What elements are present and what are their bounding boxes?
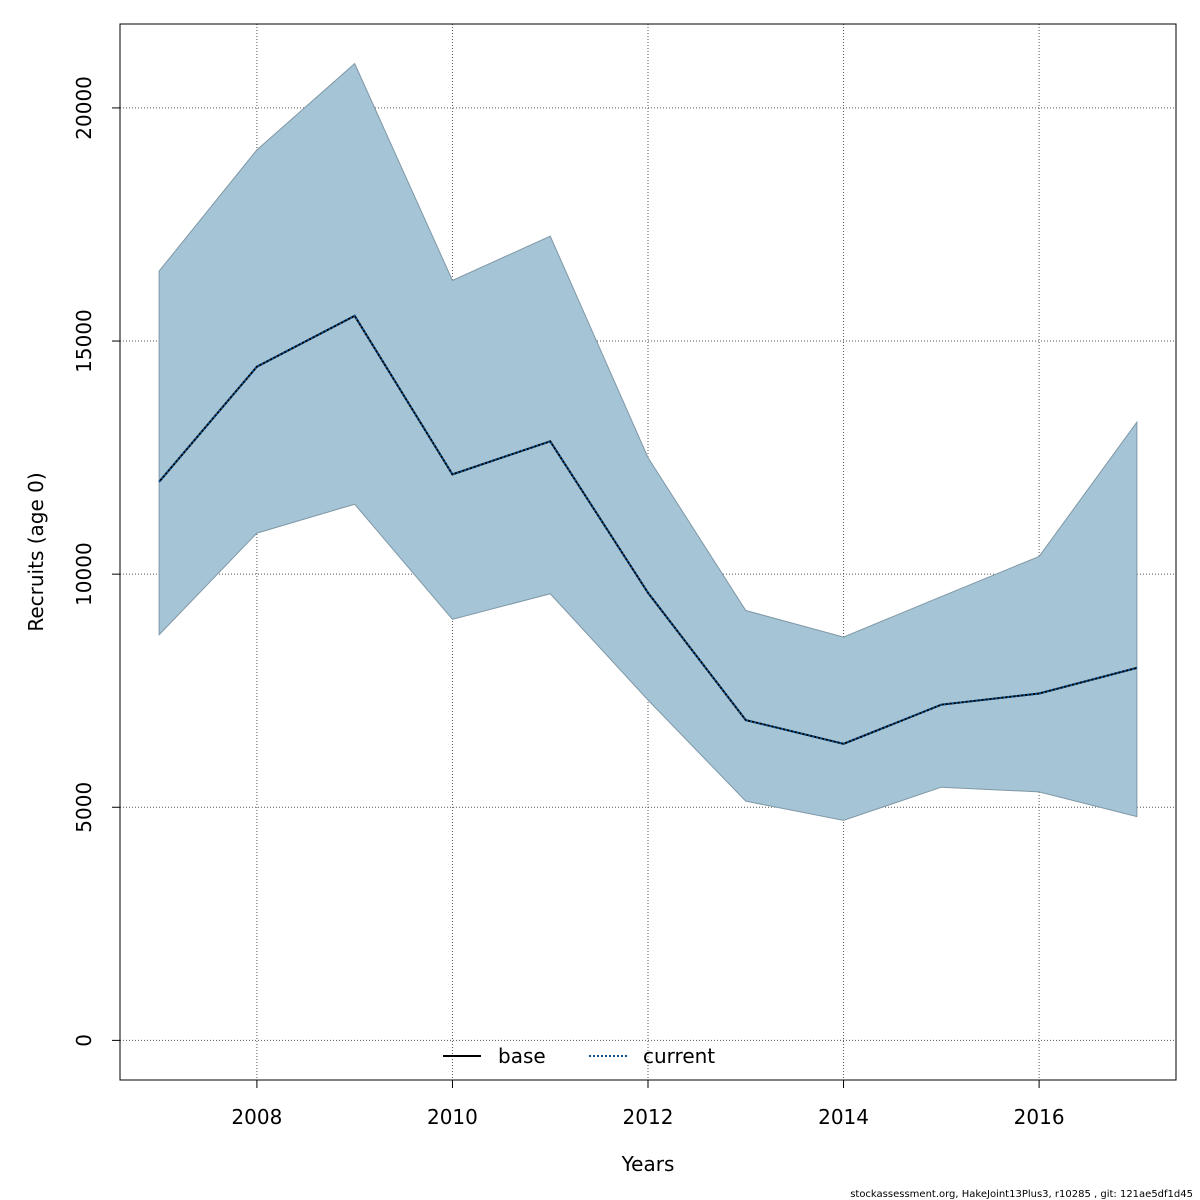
y-tick-label-5000: 5000	[72, 782, 96, 833]
legend-label-base: base	[498, 1044, 546, 1068]
x-tick-label-2010: 2010	[427, 1105, 478, 1129]
footnote: stockassessment.org, HakeJoint13Plus3, r…	[850, 1189, 1193, 1200]
x-tick-label-2016: 2016	[1014, 1105, 1065, 1129]
y-tick-label-0: 0	[72, 1034, 96, 1047]
x-tick-label-2014: 2014	[818, 1105, 869, 1129]
y-tick-label-10000: 10000	[72, 542, 96, 606]
legend-label-current: current	[643, 1044, 715, 1068]
axis-layer: 2008 2010 2012 2014 2016 0 5000 10000 15000 20000	[72, 76, 1065, 1129]
y-tick-label-20000: 20000	[72, 76, 96, 140]
legend: base current	[443, 1044, 715, 1068]
series-layer	[158, 314, 1138, 745]
y-axis-title: Recruits (age 0)	[24, 472, 48, 631]
x-tick-label-2008: 2008	[231, 1105, 282, 1129]
x-axis-title: Years	[621, 1152, 675, 1176]
series-line-current	[158, 314, 1138, 745]
y-tick-label-15000: 15000	[72, 309, 96, 373]
confidence-band-layer	[158, 62, 1138, 821]
x-tick-label-2012: 2012	[623, 1105, 674, 1129]
confidence-band	[158, 62, 1138, 821]
